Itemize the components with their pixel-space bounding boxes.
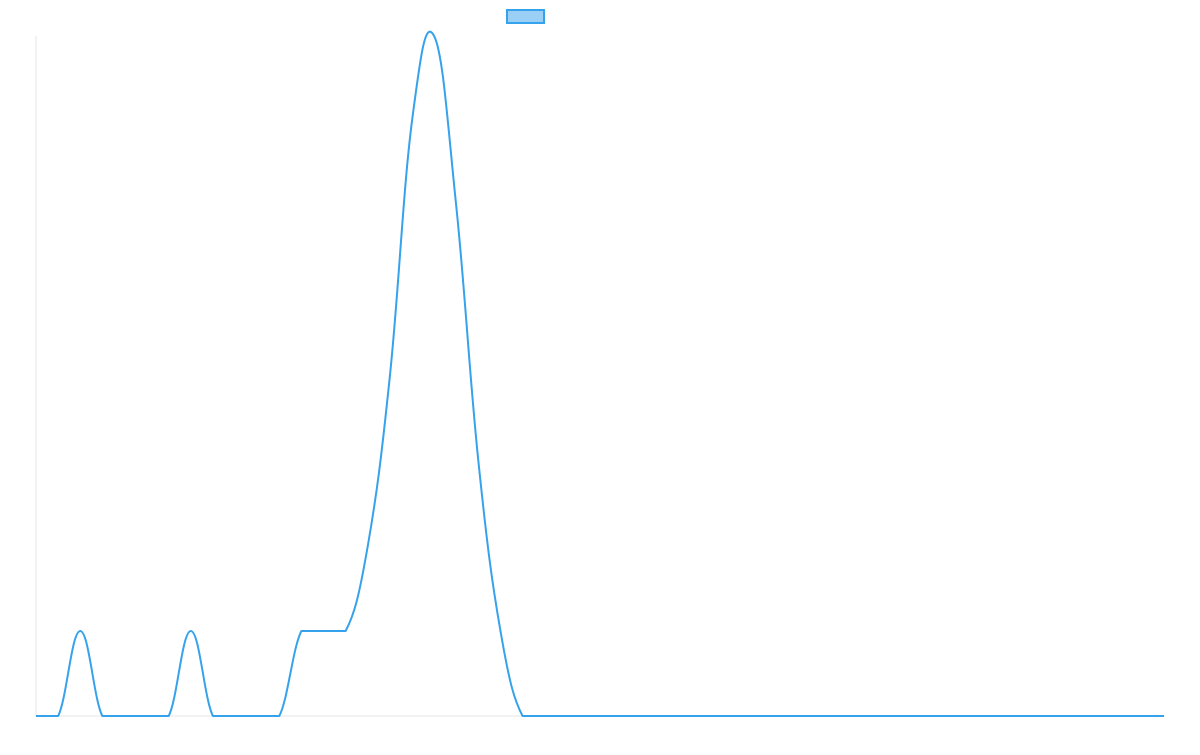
data-point[interactable] — [763, 713, 769, 719]
data-point[interactable] — [719, 713, 725, 719]
data-point[interactable] — [697, 713, 703, 719]
data-point[interactable] — [520, 713, 526, 719]
data-point[interactable] — [1006, 713, 1012, 719]
data-point[interactable] — [144, 713, 150, 719]
data-point[interactable] — [431, 33, 437, 39]
data-point[interactable] — [873, 713, 879, 719]
data-point[interactable] — [652, 713, 658, 719]
legend — [0, 9, 1056, 24]
data-point[interactable] — [586, 713, 592, 719]
data-point[interactable] — [940, 713, 946, 719]
data-point[interactable] — [542, 713, 548, 719]
data-point[interactable] — [276, 713, 282, 719]
data-point[interactable] — [674, 713, 680, 719]
data-point[interactable] — [896, 713, 902, 719]
data-point[interactable] — [1117, 713, 1123, 719]
data-point[interactable] — [1161, 713, 1167, 719]
data-point[interactable] — [166, 713, 172, 719]
data-point[interactable] — [851, 713, 857, 719]
data-point[interactable] — [630, 713, 636, 719]
data-point[interactable] — [497, 628, 503, 634]
data-point[interactable] — [77, 628, 83, 634]
data-point[interactable] — [1028, 713, 1034, 719]
data-point[interactable] — [254, 713, 260, 719]
data-point[interactable] — [55, 713, 61, 719]
data-point[interactable] — [918, 713, 924, 719]
legend-swatch-series-1 — [505, 9, 545, 24]
data-point[interactable] — [608, 713, 614, 719]
data-point[interactable] — [321, 628, 327, 634]
data-point[interactable] — [33, 713, 39, 719]
data-point[interactable] — [962, 713, 968, 719]
series-layer — [33, 30, 1167, 719]
data-point[interactable] — [1139, 713, 1145, 719]
data-point[interactable] — [121, 713, 127, 719]
legend-item-series-1[interactable] — [505, 9, 551, 24]
data-point[interactable] — [232, 713, 238, 719]
data-point[interactable] — [984, 713, 990, 719]
data-point[interactable] — [387, 373, 393, 379]
data-point[interactable] — [343, 628, 349, 634]
data-point[interactable] — [475, 458, 481, 464]
data-point[interactable] — [807, 713, 813, 719]
data-point[interactable] — [1095, 713, 1101, 719]
data-point[interactable] — [1050, 713, 1056, 719]
data-point[interactable] — [298, 628, 304, 634]
data-point[interactable] — [210, 713, 216, 719]
data-point[interactable] — [99, 713, 105, 719]
data-point[interactable] — [564, 713, 570, 719]
data-point[interactable] — [409, 118, 415, 124]
data-point[interactable] — [1073, 713, 1079, 719]
series-line-1 — [36, 30, 1164, 717]
data-point[interactable] — [829, 713, 835, 719]
data-point[interactable] — [741, 713, 747, 719]
axes-layer — [35, 36, 1164, 717]
data-point[interactable] — [785, 713, 791, 719]
data-point[interactable] — [453, 203, 459, 209]
data-point[interactable] — [188, 628, 194, 634]
data-point[interactable] — [365, 543, 371, 549]
